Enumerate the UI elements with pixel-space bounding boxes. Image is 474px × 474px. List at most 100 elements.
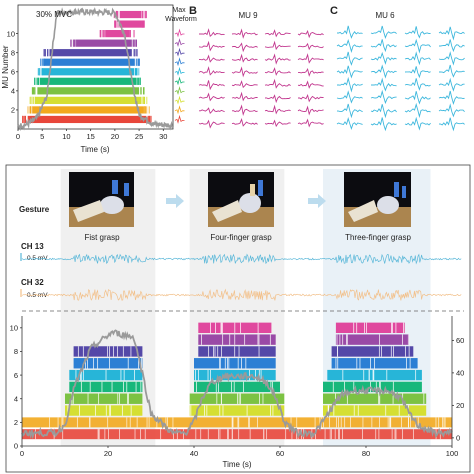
waveform-trace: [336, 103, 363, 119]
spike-mu-6: [37, 68, 39, 76]
gesture-photo-fist: [69, 172, 134, 227]
spike-mu-1: [22, 115, 23, 124]
spike-gap-mu-5: [135, 381, 137, 393]
spike-gap-mu-4: [98, 393, 100, 404]
legend-waveform-icon: [174, 38, 185, 48]
spike-mu-6: [136, 68, 138, 76]
waveform-trace: [438, 51, 465, 66]
spike-train-mu-11: [119, 20, 142, 28]
gesture-photo-four-finger-object: [250, 184, 255, 196]
spike-gap-mu-1: [375, 429, 377, 440]
spike-gap-mu-2: [340, 417, 342, 428]
spike-mu-7: [138, 58, 139, 66]
spike-gap-mu-7: [109, 358, 110, 369]
panel-d-right-ticks: 0 20 40 60: [452, 336, 464, 443]
spike-gap-mu-7: [97, 358, 99, 369]
waveform-trace: [370, 64, 397, 79]
spike-train-mu-8: [331, 346, 414, 357]
spike-gap-mu-2: [350, 417, 351, 428]
spike-gap-mu-9: [378, 334, 380, 345]
spike-gap-mu-7: [85, 358, 86, 369]
waveform-trace: [264, 40, 291, 51]
spike-gap-mu-8: [82, 346, 84, 357]
waveform-trace: [231, 91, 258, 102]
spike-mu-8: [43, 49, 45, 57]
spike-gap-mu-7: [335, 358, 337, 369]
spike-mu-5: [34, 77, 36, 85]
spike-mu-4: [34, 87, 35, 95]
spike-gap-mu-2: [232, 417, 233, 428]
spike-gap-mu-10: [210, 322, 211, 334]
spike-gap-mu-2: [296, 417, 298, 428]
spike-gap-mu-6: [210, 369, 211, 381]
spike-gap-mu-1: [394, 429, 396, 440]
panel-b-waveform-grid: [198, 28, 324, 129]
gesture-name-four-finger: Four-finger grasp: [210, 233, 272, 242]
panel-c-waveform-grid: [336, 25, 465, 132]
waveform-trace: [404, 102, 431, 119]
spike-mu-9: [75, 39, 77, 47]
spike-gap-mu-3: [109, 405, 111, 416]
spike-gap-mu-4: [238, 393, 240, 404]
spike-train-mu-2: [32, 106, 144, 114]
spike-gap-mu-2: [435, 417, 437, 428]
spike-gap-mu-1: [402, 429, 403, 440]
waveform-trace: [370, 89, 397, 105]
spike-gap-mu-9: [407, 334, 409, 345]
spike-gap-mu-1: [160, 429, 162, 440]
spike-gap-mu-1: [119, 429, 120, 440]
spike-gap-mu-2: [89, 417, 91, 428]
spike-gap-mu-8: [378, 346, 380, 357]
gesture-photo-fist-hand: [100, 196, 124, 214]
legend-waveform-icon: [174, 47, 185, 57]
spike-gap-mu-1: [35, 429, 36, 440]
spike-gap-mu-2: [408, 417, 409, 428]
spike-gap-mu-2: [362, 417, 364, 428]
panel-a-force-level: 30% MVC: [36, 10, 72, 19]
spike-gap-mu-8: [393, 346, 394, 357]
spike-gap-mu-2: [61, 417, 63, 428]
waveform-trace: [404, 78, 431, 91]
legend-waveform-icon: [174, 66, 185, 76]
waveform-trace: [231, 66, 258, 78]
spike-gap-mu-4: [221, 393, 222, 404]
spike-mu-7: [136, 58, 137, 66]
spike-mu-4: [140, 87, 142, 95]
spike-mu-4: [33, 87, 35, 95]
spike-mu-3: [32, 96, 34, 104]
a-xtick-label: 10: [62, 132, 70, 141]
gesture-photo-four-finger-hand: [239, 193, 261, 213]
spike-train-mu-2: [22, 417, 452, 428]
spike-train-mu-7: [44, 58, 135, 66]
spike-gap-mu-5: [375, 381, 377, 393]
spike-gap-mu-1: [173, 429, 174, 440]
spike-gap-mu-8: [234, 346, 236, 357]
spike-gap-mu-8: [258, 346, 260, 357]
spike-gap-mu-6: [195, 369, 196, 381]
spike-mu-2: [148, 106, 150, 114]
spike-gap-mu-2: [126, 417, 128, 428]
waveform-trace: [264, 78, 291, 89]
spike-gap-mu-6: [373, 369, 375, 381]
waveform-trace: [439, 39, 465, 53]
a-ytick-label: 2: [11, 106, 15, 115]
spike-gap-mu-5: [344, 381, 345, 393]
waveform-trace: [370, 39, 397, 53]
spike-gap-mu-3: [95, 405, 96, 416]
d-right-tick-label: 0: [456, 434, 460, 443]
spike-gap-mu-1: [97, 429, 99, 440]
waveform-trace: [370, 77, 397, 92]
spike-mu-9: [73, 39, 75, 47]
waveform-trace: [231, 42, 258, 53]
spike-gap-mu-10: [403, 322, 404, 334]
panel-a-x-label: Time (s): [80, 145, 109, 154]
spike-gap-mu-2: [390, 417, 392, 428]
panel-a-waveform-legend: [174, 28, 185, 124]
spike-gap-mu-8: [113, 346, 114, 357]
spike-gap-mu-6: [368, 369, 370, 381]
spike-gap-mu-5: [140, 381, 142, 393]
spike-gap-mu-8: [130, 346, 132, 357]
spike-gap-mu-5: [89, 381, 91, 393]
spike-train-mu-5: [69, 381, 143, 393]
